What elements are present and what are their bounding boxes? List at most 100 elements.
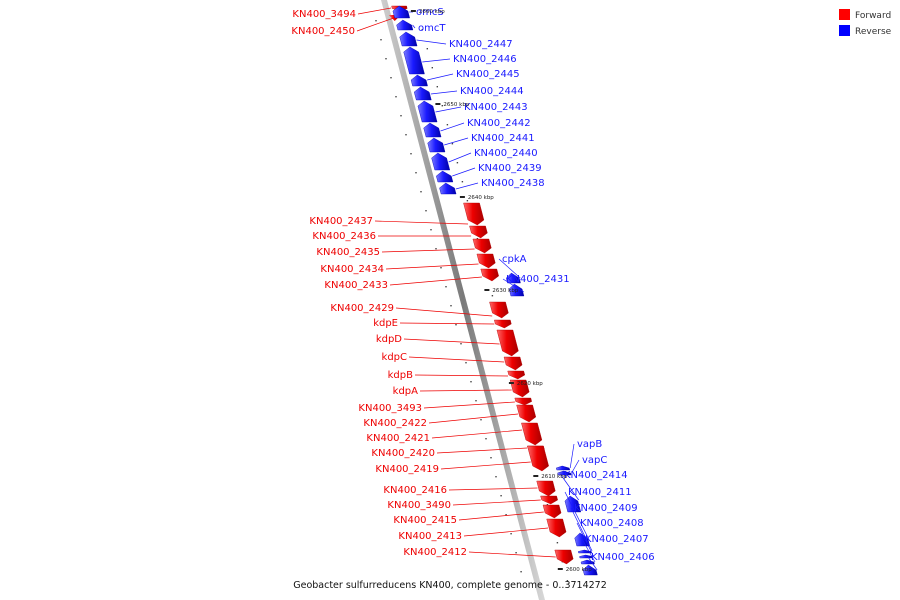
gene-label-kn400-2412[interactable]: KN400_2412 [403, 547, 467, 558]
gene-block-cpka[interactable] [505, 272, 521, 284]
gene-block-kn400-2422[interactable] [516, 404, 537, 423]
gene-label-kn400-2422[interactable]: KN400_2422 [363, 418, 427, 429]
gene-label-kn400-2407[interactable]: KN400_2407 [585, 534, 649, 545]
gene-block-kn400-2438[interactable] [439, 182, 457, 195]
gene-block-kn400-2437[interactable] [463, 202, 485, 226]
gene-block-kdpa[interactable] [509, 379, 530, 398]
leader-line-omct [412, 24, 416, 29]
gene-block-kn400-3490[interactable] [540, 495, 558, 505]
gene-label-kn400-2446[interactable]: KN400_2446 [453, 54, 517, 65]
leader-line-kn400-2422 [428, 413, 519, 424]
gene-label-kn400-2442[interactable]: KN400_2442 [467, 118, 531, 129]
gene-label-kdpa[interactable]: kdpA [393, 386, 418, 397]
gene-block-kdpd[interactable] [496, 329, 519, 357]
gene-label-kn400-2443[interactable]: KN400_2443 [464, 102, 528, 113]
gene-label-kn400-2445[interactable]: KN400_2445 [456, 69, 520, 80]
gene-label-kn400-2447[interactable]: KN400_2447 [449, 39, 513, 50]
gene-block-omcs[interactable] [392, 5, 410, 19]
gene-label-kn400-2419[interactable]: KN400_2419 [375, 464, 439, 475]
gene-block-kn400-2413[interactable] [546, 518, 567, 538]
gene-block-kn400-2445[interactable] [410, 74, 428, 87]
gene-label-kn400-2439[interactable]: KN400_2439 [478, 163, 542, 174]
gene-label-kdpe[interactable]: kdpE [373, 318, 398, 329]
gene-block-kn400-2436[interactable] [469, 225, 488, 239]
gene-block-kn400-2439[interactable] [436, 170, 454, 183]
gene-block-kn400-2421[interactable] [521, 422, 543, 446]
gene-block-vapc[interactable] [557, 470, 572, 476]
leader-line-kn400-2446 [422, 58, 451, 63]
gene-block-kn400-2442[interactable] [423, 122, 442, 138]
gene-label-kn400-2408[interactable]: KN400_2408 [580, 518, 644, 529]
gene-label-kn400-2444[interactable]: KN400_2444 [460, 86, 524, 97]
gene-block-kn400-2429[interactable] [489, 301, 509, 319]
gene-block-omct[interactable] [396, 19, 414, 31]
gene-block-kn400-2444[interactable] [413, 86, 432, 101]
gene-block-kn400-2416[interactable] [536, 480, 556, 497]
gene-label-kn400-2413[interactable]: KN400_2413 [398, 531, 462, 542]
gene-label-kn400-2429[interactable]: KN400_2429 [330, 303, 394, 314]
gene-label-kn400-2420[interactable]: KN400_2420 [371, 448, 435, 459]
gene-label-kdpb[interactable]: kdpB [388, 370, 413, 381]
gene-block-kn400-2443[interactable] [417, 100, 438, 123]
leader-line-kn400-2406 [587, 556, 598, 571]
gene-label-kn400-3494[interactable]: KN400_3494 [292, 9, 356, 20]
gene-label-kn400-2441[interactable]: KN400_2441 [471, 133, 535, 144]
gene-label-kn400-2409[interactable]: KN400_2409 [574, 503, 638, 514]
gene-label-kn400-2437[interactable]: KN400_2437 [309, 216, 373, 227]
leader-line-kn400-2429 [395, 307, 493, 317]
gene-block-kn400-2412[interactable] [554, 549, 574, 565]
gene-label-cpka[interactable]: cpkA [502, 254, 527, 265]
leader-line-kn400-2444 [430, 90, 458, 95]
gene-block-kn400-2446[interactable] [403, 46, 425, 75]
gene-label-kn400-2416[interactable]: KN400_2416 [383, 485, 447, 496]
genome-caption: Geobacter sulfurreducens KN400, complete… [293, 580, 607, 591]
gene-block-kdpb[interactable] [507, 370, 526, 380]
gene-label-kn400-2406[interactable]: KN400_2406 [591, 552, 655, 563]
legend-label-forward: Forward [855, 11, 891, 21]
gene-block-kn400-2434[interactable] [476, 253, 496, 269]
track-dot [446, 124, 449, 126]
gene-block-kn400-2431[interactable] [508, 283, 525, 297]
gene-label-kn400-2421[interactable]: KN400_2421 [366, 433, 430, 444]
gene-label-kn400-2450[interactable]: KN400_2450 [291, 26, 355, 37]
gene-label-kn400-2414[interactable]: KN400_2414 [564, 470, 628, 481]
gene-label-kn400-2433[interactable]: KN400_2433 [324, 280, 388, 291]
genome-axis [381, 0, 545, 600]
gene-label-omct[interactable]: omcT [418, 23, 446, 34]
gene-block-kn400-2419[interactable] [527, 445, 549, 472]
gene-block-kn400-2433[interactable] [480, 268, 499, 282]
gene-label-vapb[interactable]: vapB [577, 439, 602, 450]
gene-block-kn400-2406[interactable] [582, 564, 598, 576]
track-dot [415, 172, 417, 174]
gene-block-kn400-2407[interactable] [580, 559, 595, 565]
gene-label-kn400-3490[interactable]: KN400_3490 [387, 500, 451, 511]
gene-block-kdpe[interactable] [494, 319, 512, 329]
gene-label-kn400-2435[interactable]: KN400_2435 [316, 247, 380, 258]
scale-tick-mark [533, 475, 539, 477]
gene-label-kdpc[interactable]: kdpC [382, 352, 407, 363]
gene-label-vapc[interactable]: vapC [582, 455, 607, 466]
gene-block-kn400-3493[interactable] [514, 397, 532, 406]
gene-label-kn400-2415[interactable]: KN400_2415 [393, 515, 457, 526]
gene-label-kn400-2436[interactable]: KN400_2436 [312, 231, 376, 242]
gene-label-omcs[interactable]: omcS [416, 7, 444, 18]
gene-label-kn400-2438[interactable]: KN400_2438 [481, 178, 545, 189]
gene-label-kdpd[interactable]: kdpD [376, 334, 402, 345]
gene-block-vapb[interactable] [555, 465, 571, 471]
gene-label-kn400-3493[interactable]: KN400_3493 [358, 403, 422, 414]
gene-block-kn400-2440[interactable] [431, 152, 451, 171]
gene-label-kn400-2411[interactable]: KN400_2411 [568, 487, 632, 498]
gene-block-kdpc[interactable] [503, 356, 523, 371]
track-dot [380, 39, 382, 41]
gene-block-kn400-2435[interactable] [472, 238, 492, 254]
gene-label-kn400-2431[interactable]: KN400_2431 [506, 274, 570, 285]
gene-block-kn400-2409[interactable] [577, 549, 592, 554]
gene-label-kn400-2434[interactable]: KN400_2434 [320, 264, 384, 275]
scale-tick-mark [435, 103, 441, 105]
track-dot [421, 29, 423, 31]
gene-block-kn400-2447[interactable] [399, 31, 418, 47]
gene-label-kn400-2440[interactable]: KN400_2440 [474, 148, 538, 159]
gene-block-kn400-2415[interactable] [542, 504, 562, 519]
gene-block-kn400-2441[interactable] [427, 137, 446, 153]
